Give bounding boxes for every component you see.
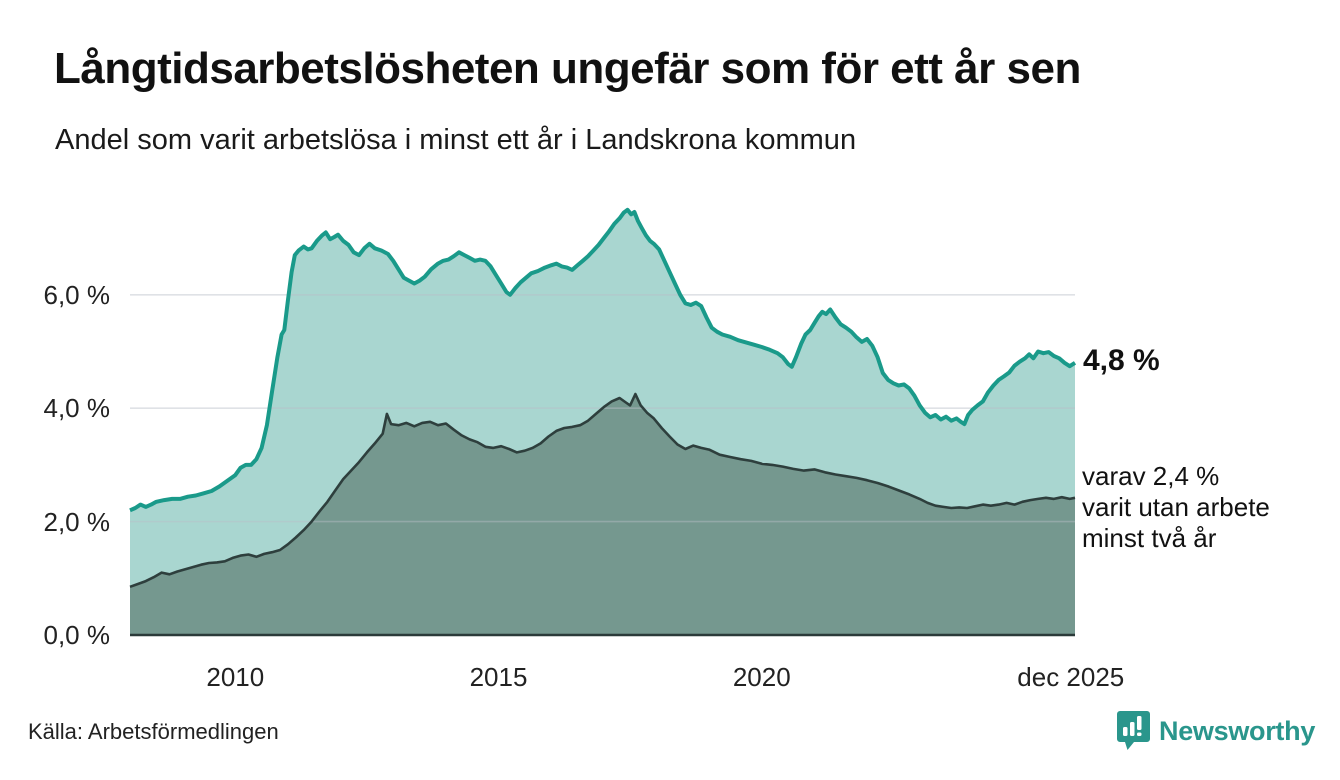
newsworthy-logo-text: Newsworthy: [1159, 715, 1316, 746]
series-min-two-years-line: [129, 392, 1076, 589]
y-tick-label: 2,0 %: [43, 506, 111, 537]
page-title: Långtidsarbetslösheten ungefär som för e…: [54, 44, 1081, 93]
y-tick-label: 6,0 %: [43, 279, 111, 310]
detail-annotation-line-1: varav 2,4 %: [1082, 461, 1220, 491]
end-value-annotation: 4,8 %: [1083, 343, 1160, 377]
detail-annotation: varav 2,4 % varit utan arbete minst två …: [1082, 461, 1270, 554]
x-tick-label: 2015: [469, 662, 528, 692]
x-tick-label: 2010: [206, 662, 265, 692]
y-tick-label: 4,0 %: [43, 393, 111, 424]
newsworthy-logo-icon: [1117, 711, 1150, 750]
newsworthy-logo: Newsworthy: [1117, 711, 1315, 751]
series-min-one-year-line: [129, 207, 1077, 513]
detail-annotation-line-3: minst två år: [1082, 523, 1217, 553]
source-note: Källa: Arbetsförmedlingen: [28, 719, 279, 744]
x-tick-label: dec 2025: [1017, 662, 1125, 692]
page-subtitle: Andel som varit arbetslösa i minst ett å…: [55, 124, 857, 156]
detail-annotation-line-2: varit utan arbete: [1082, 492, 1270, 522]
x-tick-label: 2020: [732, 662, 791, 692]
y-tick-label: 0,0 %: [43, 620, 111, 650]
